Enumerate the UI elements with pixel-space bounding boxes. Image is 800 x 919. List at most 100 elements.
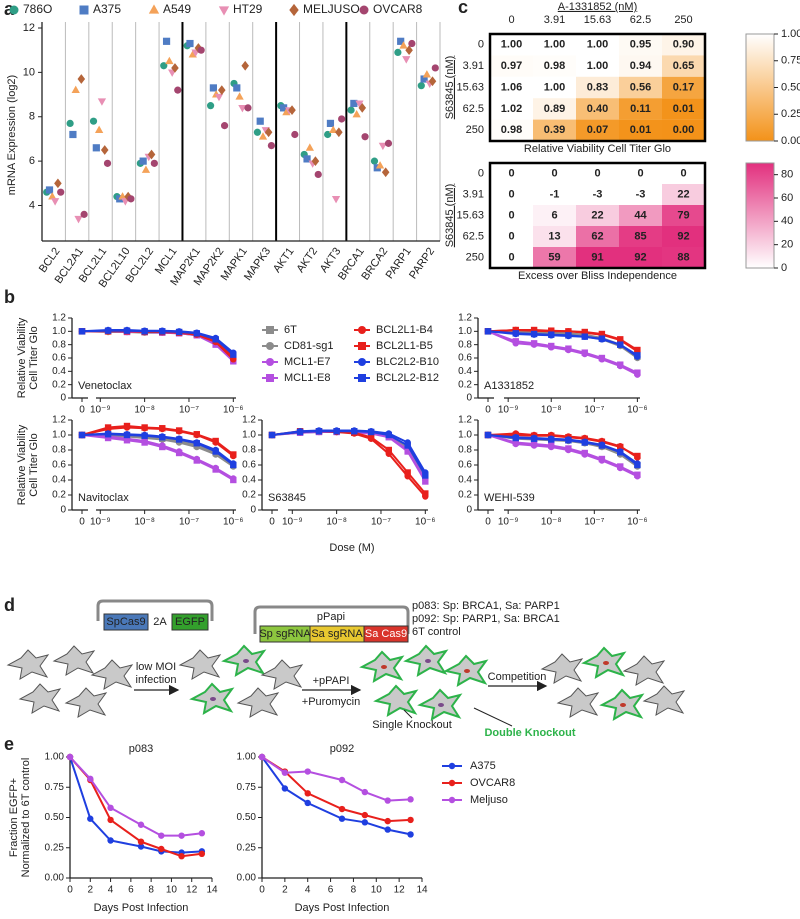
y-tick-label: 0.4	[242, 475, 256, 486]
panel-label: b	[4, 287, 15, 307]
cell-label: 59	[548, 251, 560, 263]
data-point	[258, 753, 266, 761]
data-point	[428, 76, 437, 87]
row-label: 0	[478, 39, 484, 51]
heatmap-cell	[662, 98, 705, 120]
data-point	[370, 157, 379, 165]
data-point	[209, 84, 217, 92]
data-point	[530, 340, 538, 347]
row-label: 62.5	[463, 230, 484, 242]
data-point	[367, 434, 375, 441]
cell-label: 6	[551, 209, 557, 221]
heatmap-cell	[619, 184, 662, 205]
data-point	[581, 449, 588, 457]
series-line	[261, 756, 411, 802]
x-tick-label: 10⁻⁷	[371, 517, 391, 528]
data-point	[512, 338, 519, 345]
y-tick-label: 0.6	[242, 460, 256, 471]
heatmap-cell	[490, 98, 533, 120]
cell-label: 0	[594, 167, 600, 179]
panel-title: p092	[330, 743, 354, 755]
data-point	[598, 442, 606, 449]
panel-title: S63845	[268, 492, 306, 504]
heatmap-caption: Relative Viability Cell Titer Glo	[524, 143, 671, 155]
data-point	[581, 439, 588, 446]
legend-label: BLC2L2-B10	[376, 356, 439, 368]
data-point	[77, 74, 86, 84]
data-point	[402, 56, 411, 64]
data-point	[530, 326, 538, 334]
data-point	[548, 436, 555, 443]
data-point	[123, 327, 131, 334]
column-label: 250	[674, 14, 692, 26]
heatmap-title: A-1331852 (nM)	[558, 1, 638, 13]
cell-label: 0.98	[501, 124, 522, 136]
legend-label: A375	[470, 760, 496, 772]
y-tick-label: 0.6	[458, 353, 472, 364]
part-label: Sa sgRNA	[311, 628, 363, 640]
row-label: 3.91	[463, 188, 484, 200]
legend-marker	[448, 762, 456, 770]
panel-label: d	[4, 595, 15, 615]
heatmap-cell	[619, 76, 662, 99]
outcome-label: Single Knockout	[372, 719, 452, 731]
x-tick-label: 10⁻⁹	[282, 517, 303, 528]
data-point	[186, 39, 194, 48]
data-point	[305, 143, 314, 151]
data-point	[361, 133, 369, 141]
data-point	[350, 99, 358, 108]
cell-label: 0.07	[587, 124, 608, 136]
data-point	[288, 105, 296, 115]
legend-label: OVCAR8	[470, 777, 515, 789]
y-tick-label: 4	[29, 199, 35, 211]
data-point	[141, 432, 148, 439]
row-label: 15.63	[456, 81, 484, 93]
cell-label: 0.90	[673, 39, 694, 51]
data-point	[565, 345, 572, 352]
part-label: EGFP	[175, 616, 205, 628]
y-tick-label: 1.2	[458, 313, 472, 324]
data-point	[634, 346, 641, 354]
x-tick-label: 10⁻⁷	[179, 517, 199, 528]
heatmap-cell	[533, 119, 576, 141]
x-tick-label: 0	[485, 405, 491, 416]
legend-label: 6T	[284, 324, 297, 336]
legend-label: 786O	[23, 2, 52, 16]
y-tick-label: 0.50	[237, 812, 257, 823]
colorbar	[745, 162, 775, 269]
x-tick-label: 10⁻⁸	[541, 405, 562, 416]
data-point	[565, 445, 572, 452]
y-tick-label: 0.50	[45, 812, 65, 823]
column-label: 3.91	[544, 14, 565, 26]
heatmap-cell	[576, 247, 619, 268]
y-tick-label: 0.75	[237, 782, 257, 793]
cell-label: 62	[591, 230, 603, 242]
row-label: 250	[466, 124, 484, 136]
panel-title: WEHI-539	[484, 492, 535, 504]
data-point	[335, 127, 343, 138]
data-point	[431, 64, 439, 72]
heatmap-cell	[619, 205, 662, 226]
data-point	[147, 149, 156, 160]
data-point	[218, 85, 226, 95]
legend-label: BCL2L1-B5	[376, 340, 433, 352]
data-point	[104, 424, 112, 431]
panel-label: c	[458, 0, 468, 17]
data-point	[355, 100, 364, 108]
y-axis-label: S63845 (nM)	[444, 184, 456, 248]
data-point	[333, 428, 340, 435]
y-axis-label: Fraction EGFP+	[8, 778, 20, 857]
data-point	[314, 170, 322, 179]
data-point	[338, 805, 346, 813]
cell-label: 0	[508, 167, 514, 179]
data-point	[361, 788, 369, 796]
data-point	[548, 342, 555, 350]
data-point	[420, 75, 428, 83]
data-point	[212, 466, 219, 473]
heatmap-cell	[490, 247, 533, 268]
x-tick-label: 0	[259, 885, 265, 896]
y-tick-label: 10	[23, 66, 35, 78]
data-point	[404, 448, 411, 455]
data-point	[107, 837, 114, 844]
data-point	[565, 332, 572, 339]
